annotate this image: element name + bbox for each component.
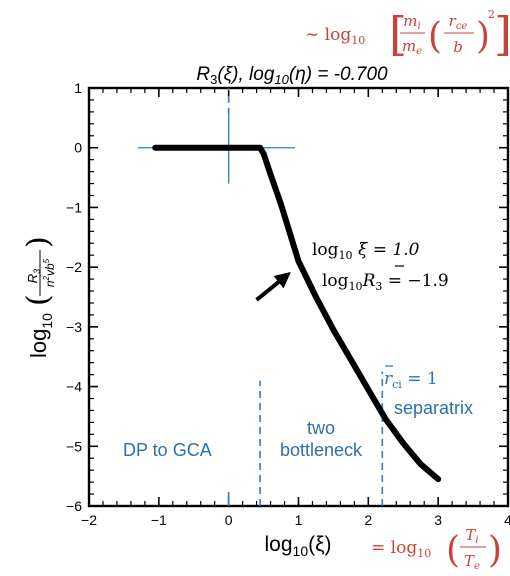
y-tick-label: −4 xyxy=(66,379,82,395)
annotation-r-ci: rci = 1 xyxy=(384,369,438,391)
svg-text:b: b xyxy=(453,38,463,56)
svg-text:rce: rce xyxy=(449,12,468,32)
x-tick-label: 1 xyxy=(295,512,303,528)
y-tick-label: −2 xyxy=(66,259,82,275)
annotation-arrow xyxy=(255,272,291,302)
x-tick-label: −2 xyxy=(81,512,97,528)
x-tick-label: 4 xyxy=(504,512,510,528)
svg-text:log10: log10 xyxy=(26,313,55,358)
series-group xyxy=(152,144,442,483)
svg-text:= log10: = log10 xyxy=(371,538,431,560)
x-tick-label: 2 xyxy=(364,512,372,528)
y-tick-label: −5 xyxy=(66,438,82,454)
x-tick-label: 0 xyxy=(225,512,233,528)
svg-text:(: ( xyxy=(446,530,460,571)
svg-text:Ti: Ti xyxy=(465,526,478,546)
x-tick-label: 3 xyxy=(434,512,442,528)
x-axis-label: log10(ξ) xyxy=(265,533,332,559)
y-tick-label: −6 xyxy=(66,498,82,514)
svg-text:mi: mi xyxy=(403,12,420,32)
chart-title: R3(ξ), log10(η) = -0.700 xyxy=(196,64,388,87)
axis-tick-labels: −2 −1 0 1 2 3 4 1 0 −1 −2 −3 −4 −5 −6 xyxy=(66,80,510,528)
series-line xyxy=(152,144,442,483)
top-formula: ∼ log10 [ mi me ( rce b ) 2 ] xyxy=(305,7,510,61)
region-label-dp-gca: DP to GCA xyxy=(123,440,212,460)
svg-text:∼ log10: ∼ log10 xyxy=(305,25,365,47)
y-tick-label: −3 xyxy=(66,319,82,335)
region-label-two: two xyxy=(307,418,335,438)
svg-text:n2vb5: n2vb5 xyxy=(42,258,57,287)
svg-text:R3: R3 xyxy=(25,269,42,283)
svg-text:): ) xyxy=(488,530,502,571)
svg-text:2: 2 xyxy=(488,8,495,21)
svg-text:]: ] xyxy=(494,7,510,61)
y-tick-label: 1 xyxy=(74,80,82,96)
svg-text:): ) xyxy=(476,16,490,57)
axis-ticks xyxy=(88,87,509,507)
annotation-log-xi: log10 ξ = 1.0 xyxy=(312,240,420,262)
svg-text:me: me xyxy=(402,37,422,57)
svg-text:): ) xyxy=(21,236,56,248)
y-tick-label: 0 xyxy=(74,140,82,156)
svg-text:(: ( xyxy=(428,16,442,57)
x-tick-label: −1 xyxy=(151,512,167,528)
region-label-bottleneck: bottleneck xyxy=(280,440,363,460)
svg-text:(: ( xyxy=(21,294,56,306)
region-label-separatrix: separatrix xyxy=(394,398,473,418)
y-tick-label: −1 xyxy=(66,199,82,215)
svg-text:[: [ xyxy=(389,7,407,61)
annotation-log-r3: log10R3 = −1.9 xyxy=(322,271,449,293)
svg-text:Te: Te xyxy=(464,552,480,572)
y-axis-label: log10 ( R3 n2vb5 ) xyxy=(21,236,57,358)
bottom-formula: = log10 ( Ti Te ) xyxy=(371,526,502,572)
